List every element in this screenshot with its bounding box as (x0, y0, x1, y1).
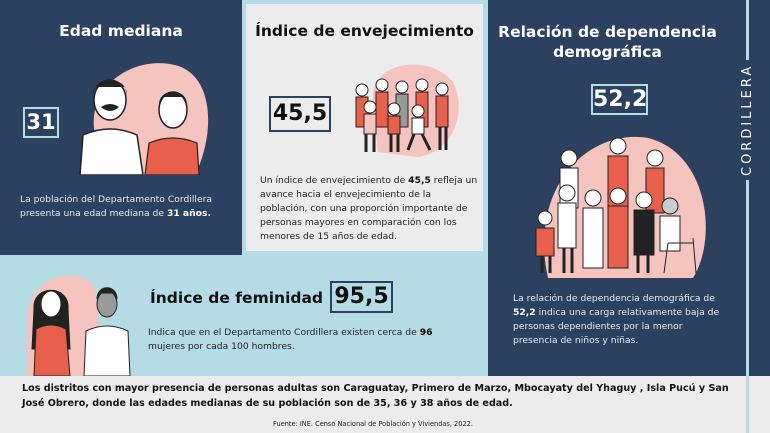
feminidad-text: Indica que en el Departamento Cordillera… (148, 327, 433, 352)
feminidad-value: 95,5 (330, 281, 393, 313)
panel-feminidad: Índice de feminidad 95,5 Indica que en e… (0, 255, 488, 376)
panel-dependencia: Relación de dependencia demográfica 52,2… (488, 0, 727, 376)
envejecimiento-text: Un índice de envejecimiento de 45,5 refl… (260, 175, 478, 242)
woman-man-illustration (26, 275, 131, 376)
group-illustration (355, 64, 459, 157)
footer-source: Fuente: INE. Censo Nacional de Población… (273, 420, 473, 428)
footer: Los distritos con mayor presencia de per… (0, 376, 770, 433)
edad-mediana-value: 31 (23, 107, 59, 138)
envejecimiento-title: Índice de envejecimiento (255, 22, 474, 40)
envejecimiento-value: 45,5 (269, 96, 331, 132)
sidebar-label: CORDILLERA (740, 59, 755, 180)
panel-envejecimiento: Índice de envejecimiento 45,5 Un índice … (242, 0, 488, 255)
divider-line (746, 0, 749, 433)
dependencia-title: Relación de dependencia demográfica (498, 23, 717, 61)
panel-edad-mediana: Edad mediana 31 La población del Departa… (0, 0, 242, 255)
divider-line-bottom (746, 376, 749, 433)
couple-illustration (79, 63, 209, 175)
feminidad-title: Índice de feminidad (150, 289, 324, 307)
edad-mediana-text: La población del Departamento Cordillera… (20, 194, 213, 219)
edad-mediana-title: Edad mediana (59, 22, 183, 40)
dependencia-value: 52,2 (591, 84, 648, 115)
footer-note: Los distritos con mayor presencia de per… (22, 383, 729, 409)
dependencia-text: La relación de dependencia demográfica d… (513, 293, 720, 346)
workers-illustration (535, 136, 706, 278)
